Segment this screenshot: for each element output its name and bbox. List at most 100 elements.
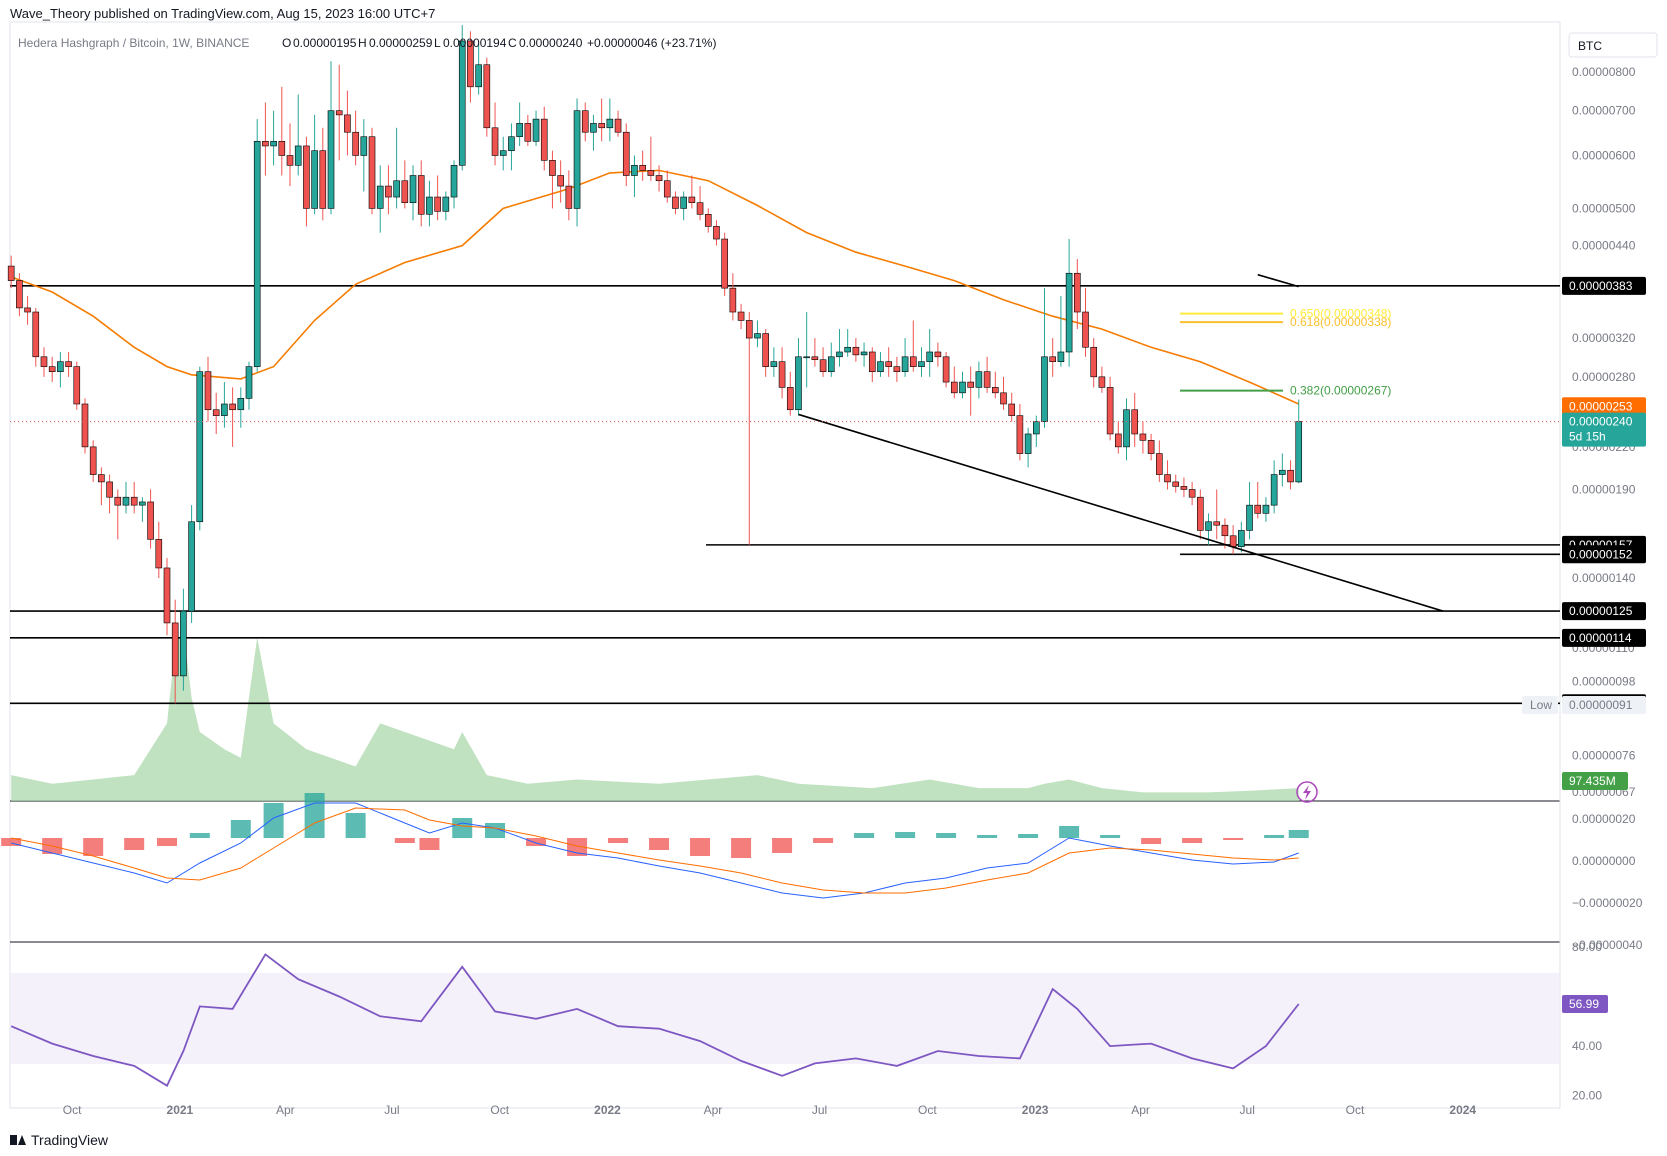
candle-body bbox=[1246, 504, 1253, 531]
price-axis-tick: 0.00000600 bbox=[1572, 148, 1636, 162]
candle-body bbox=[877, 361, 884, 372]
candle-body bbox=[253, 140, 261, 367]
candle-body bbox=[417, 175, 425, 215]
candle-body bbox=[278, 140, 286, 156]
candle-body bbox=[1156, 453, 1163, 475]
macd-histogram-bar bbox=[345, 813, 366, 838]
candle-body bbox=[803, 356, 810, 359]
level-tag-bg bbox=[1562, 628, 1646, 647]
candle-body bbox=[557, 175, 564, 187]
candle-body bbox=[352, 131, 359, 156]
candle-body bbox=[360, 136, 368, 156]
trendline bbox=[798, 413, 1444, 612]
candle-body bbox=[672, 196, 679, 209]
price-axis-tick: 0.00000500 bbox=[1572, 201, 1636, 215]
candle-body bbox=[1197, 496, 1204, 531]
ohlc-c-label: C bbox=[508, 36, 517, 50]
last-price-tag-bg bbox=[1562, 412, 1646, 447]
macd-histogram-bar bbox=[813, 838, 834, 843]
low-value-bg bbox=[1562, 696, 1646, 714]
candle-body bbox=[237, 398, 245, 411]
candle-body bbox=[1041, 356, 1048, 422]
candle-body bbox=[48, 366, 56, 372]
level-tag: 0.00000125 bbox=[1569, 604, 1633, 618]
volume-layer bbox=[11, 628, 1299, 801]
time-axis[interactable]: Oct 2021 Apr Jul Oct 2022 Apr Jul Oct 2023 Apr Jul O… bbox=[63, 1103, 1477, 1117]
rsi-layer: 80.00 40.00 20.00 bbox=[10, 940, 1602, 1103]
candle-body bbox=[819, 359, 827, 372]
candle-body bbox=[7, 265, 15, 281]
candle-body bbox=[1279, 469, 1286, 475]
candle-body bbox=[647, 170, 655, 176]
tradingview-brand[interactable]: TradingView bbox=[10, 1132, 108, 1148]
candle-body bbox=[901, 356, 909, 372]
candle-body bbox=[212, 409, 220, 416]
candle-body bbox=[631, 165, 638, 176]
rsi-axis-tick: 40.00 bbox=[1572, 1039, 1602, 1053]
alert-icon[interactable] bbox=[1296, 781, 1318, 803]
candle-body bbox=[229, 403, 236, 411]
currency-label: BTC bbox=[1578, 39, 1602, 53]
rsi-axis-tick: 80.00 bbox=[1572, 940, 1602, 954]
price-axis-tick: 0.00000320 bbox=[1572, 331, 1636, 345]
candle-body bbox=[1295, 421, 1303, 483]
candle-body bbox=[893, 366, 901, 372]
macd-histogram-bar bbox=[189, 833, 210, 838]
time-axis-tick: Oct bbox=[63, 1103, 82, 1117]
macd-histogram-bar bbox=[895, 832, 916, 838]
candle-body bbox=[1205, 521, 1212, 531]
candle-body bbox=[868, 351, 876, 372]
macd-histogram-bar bbox=[1018, 834, 1039, 838]
candle-body bbox=[590, 123, 597, 133]
candle-body bbox=[1180, 486, 1188, 490]
price-axis-tick: 0.00000140 bbox=[1572, 571, 1636, 585]
price-axis[interactable]: 0.000009000.000008000.000007000.00000600… bbox=[1572, 31, 1643, 952]
macd-histogram-bar bbox=[1, 838, 22, 846]
symbol-title: Hedera Hashgraph / Bitcoin, 1W, BINANCE bbox=[18, 36, 249, 50]
time-axis-tick: Jul bbox=[384, 1103, 399, 1117]
candle-body bbox=[549, 160, 556, 176]
candle-body bbox=[786, 387, 794, 411]
candle-body bbox=[303, 145, 310, 209]
candle-body bbox=[401, 180, 409, 203]
macd-axis-tick: −0.00000040 bbox=[1572, 938, 1643, 952]
macd-histogram-bar bbox=[1223, 838, 1244, 840]
currency-button[interactable] bbox=[1568, 32, 1658, 58]
candle-body bbox=[909, 356, 917, 367]
fib-label: 0.618(0.00000338) bbox=[1290, 315, 1391, 329]
low-label-bg bbox=[1522, 696, 1558, 714]
ohlc-close: 0.00000240 bbox=[519, 36, 583, 50]
level-tag: 0.00000114 bbox=[1569, 631, 1632, 645]
rsi-band bbox=[10, 973, 1560, 1064]
candle-body bbox=[393, 180, 400, 198]
candle-body bbox=[1065, 272, 1073, 353]
candle-body bbox=[680, 196, 687, 209]
horizontal-levels bbox=[10, 285, 1560, 705]
volume-area bbox=[11, 628, 1299, 801]
candle-body bbox=[1139, 433, 1147, 441]
candle-body bbox=[294, 145, 302, 166]
candle-body bbox=[1238, 530, 1245, 548]
candle-body bbox=[950, 381, 958, 394]
candle-body bbox=[344, 114, 351, 133]
candle-body bbox=[1082, 311, 1089, 348]
candle-body bbox=[319, 150, 327, 209]
level-tag: 0.00000383 bbox=[1569, 279, 1633, 293]
candles-layer bbox=[7, 25, 1303, 704]
time-axis-tick: Apr bbox=[276, 1103, 295, 1117]
candle-body bbox=[991, 387, 999, 394]
candle-body bbox=[499, 150, 507, 156]
candle-body bbox=[1106, 387, 1114, 435]
candle-body bbox=[614, 118, 622, 133]
candle-body bbox=[1115, 433, 1122, 448]
ohlc-high: 0.00000259 bbox=[369, 36, 433, 50]
candle-body bbox=[114, 496, 122, 506]
fib-label: 0.382(0.00000267) bbox=[1290, 384, 1391, 398]
level-tag-bg bbox=[1562, 545, 1646, 564]
candle-body bbox=[426, 196, 433, 215]
candle-body bbox=[180, 610, 187, 677]
candle-body bbox=[827, 356, 835, 372]
price-axis-tick: 0.00000190 bbox=[1572, 482, 1636, 496]
low-value: 0.00000091 bbox=[1569, 698, 1633, 712]
